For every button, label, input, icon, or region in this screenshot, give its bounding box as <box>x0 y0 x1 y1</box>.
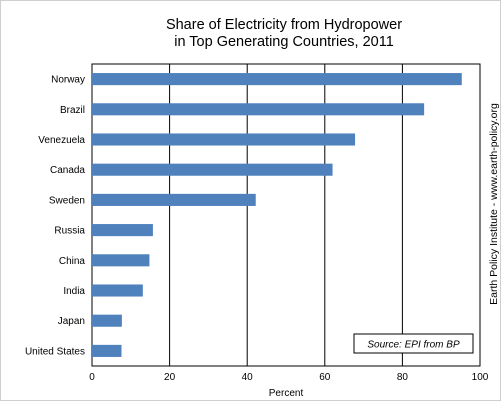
chart-title-line-1: Share of Electricity from Hydropower <box>165 17 403 33</box>
category-label: China <box>59 256 86 267</box>
category-labels: Norway Brazil Venezuela Canada Sweden Russia C… <box>25 75 85 358</box>
bar <box>92 314 122 327</box>
x-tick-label: 20 <box>164 372 176 383</box>
bar <box>92 193 256 206</box>
source-box: Source: EPI from BP <box>353 333 474 354</box>
source-note: Source: EPI from BP <box>367 340 460 351</box>
bar <box>92 224 153 237</box>
bar <box>92 103 425 116</box>
category-label: Norway <box>51 75 85 86</box>
category-label: Russia <box>54 226 85 237</box>
bar <box>92 73 462 86</box>
chart-title-line-2: in Top Generating Countries, 2011 <box>174 34 394 50</box>
bar <box>92 284 143 297</box>
category-label: India <box>63 286 85 297</box>
chart-title: Share of Electricity from Hydropower in … <box>89 17 479 51</box>
x-tick-label: 60 <box>319 372 331 383</box>
category-label: Sweden <box>49 195 85 206</box>
category-label: Canada <box>50 165 85 176</box>
bar <box>92 163 333 176</box>
x-tick-label: 100 <box>472 372 489 383</box>
x-tick-label: 0 <box>89 372 95 383</box>
bar <box>92 344 122 357</box>
x-tick-label: 40 <box>242 372 254 383</box>
category-label: Japan <box>58 316 85 327</box>
bar <box>92 254 150 267</box>
x-tick-label: 80 <box>397 372 409 383</box>
bars <box>92 73 462 357</box>
category-label: United States <box>25 346 85 357</box>
bar <box>92 133 356 146</box>
x-tick-labels: 0 20 40 60 80 100 <box>89 372 489 383</box>
category-label: Venezuela <box>38 135 85 146</box>
category-label: Brazil <box>60 105 85 116</box>
x-axis-title: Percent <box>269 388 304 399</box>
source-box-border <box>353 333 474 354</box>
